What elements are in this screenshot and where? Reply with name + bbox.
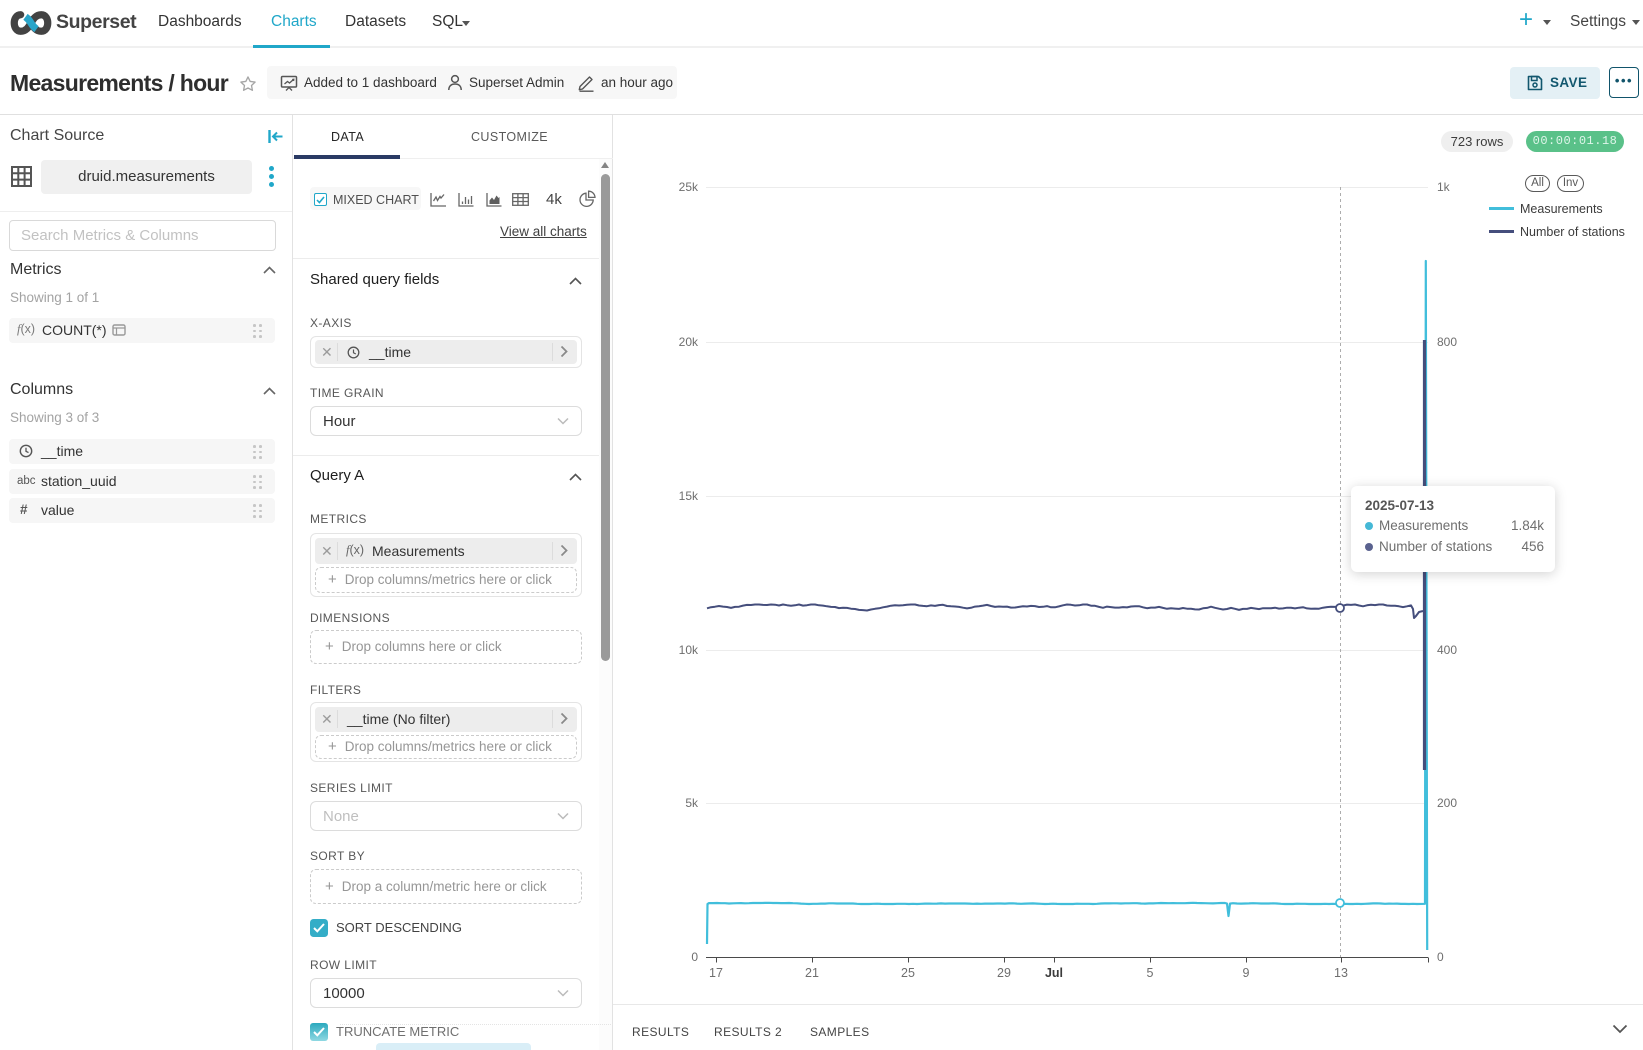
- svg-text:29: 29: [997, 966, 1011, 980]
- svg-text:5k: 5k: [685, 796, 699, 810]
- svg-text:0: 0: [691, 950, 698, 964]
- svg-text:10k: 10k: [679, 643, 699, 657]
- svg-text:15k: 15k: [679, 489, 699, 503]
- svg-text:1k: 1k: [1437, 180, 1451, 194]
- svg-text:400: 400: [1437, 643, 1457, 657]
- svg-text:0: 0: [1437, 950, 1444, 964]
- svg-text:Jul: Jul: [1045, 966, 1063, 980]
- svg-text:200: 200: [1437, 796, 1457, 810]
- svg-text:800: 800: [1437, 335, 1457, 349]
- svg-text:5: 5: [1147, 966, 1154, 980]
- svg-text:21: 21: [805, 966, 819, 980]
- svg-text:20k: 20k: [679, 335, 699, 349]
- svg-text:9: 9: [1243, 966, 1250, 980]
- svg-text:13: 13: [1334, 966, 1348, 980]
- svg-text:17: 17: [709, 966, 723, 980]
- svg-text:25k: 25k: [679, 180, 699, 194]
- svg-text:25: 25: [901, 966, 915, 980]
